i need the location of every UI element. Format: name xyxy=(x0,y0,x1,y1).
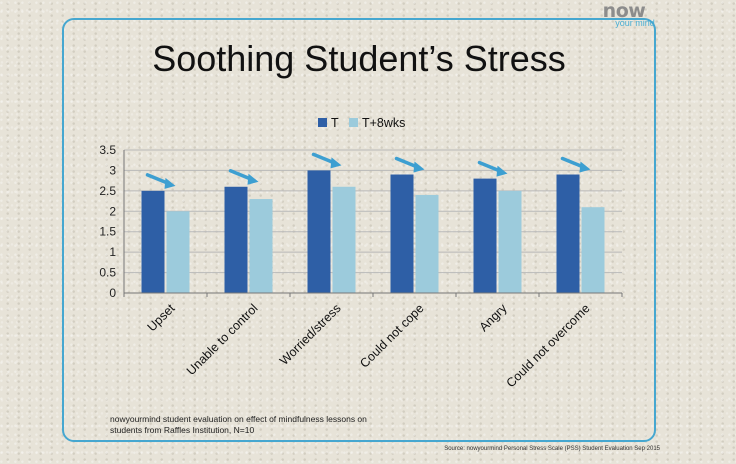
footnote-line-1: nowyourmind student evaluation on effect… xyxy=(110,414,367,424)
down-arrow-icon xyxy=(560,156,591,173)
slide-frame xyxy=(62,18,656,442)
bar-t xyxy=(473,178,497,293)
bar-t8wks xyxy=(332,186,356,293)
x-category-label: Worried/stress xyxy=(277,301,344,368)
arrow-head xyxy=(164,177,176,189)
bar-t xyxy=(224,186,248,293)
legend-label-t: T xyxy=(331,116,339,130)
arrows xyxy=(145,152,591,189)
bar-t xyxy=(556,174,580,293)
arrow-head xyxy=(496,165,508,177)
logo-tagline: your mind xyxy=(615,18,655,28)
bar-t8wks xyxy=(415,194,439,293)
y-tick-label: 0 xyxy=(109,286,116,300)
bar-t xyxy=(307,170,331,293)
slide-title: Soothing Student’s Stress xyxy=(152,38,566,79)
bar-t8wks xyxy=(166,211,190,293)
arrow-head xyxy=(413,161,425,173)
legend: T T+8wks xyxy=(318,116,405,130)
legend-swatch-t8wks xyxy=(349,118,358,127)
logo: now your mind xyxy=(584,2,664,28)
logo-brand: now xyxy=(602,0,646,22)
arrow-head xyxy=(330,157,342,169)
y-tick-label: 2.5 xyxy=(99,184,116,198)
bar-t8wks xyxy=(581,207,605,293)
legend-label-t8wks: T+8wks xyxy=(362,116,405,130)
y-tick-label: 0.5 xyxy=(99,266,116,280)
x-category-label: Unable to control xyxy=(184,301,261,378)
down-arrow-icon xyxy=(311,152,342,169)
y-tick-label: 3 xyxy=(109,163,116,177)
x-category-label: Angry xyxy=(477,301,511,335)
down-arrow-icon xyxy=(228,169,259,185)
y-tick-label: 3.5 xyxy=(99,143,116,157)
bar-t xyxy=(390,174,414,293)
bars xyxy=(141,170,605,293)
legend-swatch-t xyxy=(318,118,327,127)
footnote-line-2: students from Raffles Institution, N=10 xyxy=(110,425,255,436)
bar-t xyxy=(141,190,165,293)
arrow-head xyxy=(247,173,259,185)
source-note: Source: nowyourmind Personal Stress Scal… xyxy=(444,446,660,452)
bar-t8wks xyxy=(498,190,522,293)
footnote: nowyourmind student evaluation on effect… xyxy=(110,414,440,437)
x-category-label: Could not cope xyxy=(357,301,426,370)
arrow-head xyxy=(579,161,591,173)
y-tick-label: 1 xyxy=(109,245,116,259)
down-arrow-icon xyxy=(145,173,176,189)
x-category-label: Could not overcome xyxy=(504,301,593,390)
down-arrow-icon xyxy=(477,160,508,177)
bar-t8wks xyxy=(249,199,273,293)
x-category-label: Upset xyxy=(145,301,178,334)
grid-lines xyxy=(124,149,622,274)
down-arrow-icon xyxy=(394,156,425,173)
y-tick-label: 1.5 xyxy=(99,225,116,239)
y-tick-label: 2 xyxy=(109,204,116,218)
